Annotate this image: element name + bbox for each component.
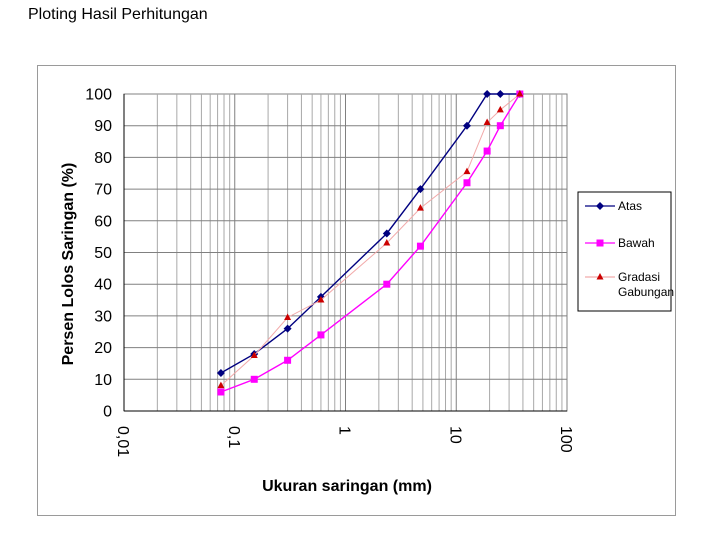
y-tick-label: 60 (94, 213, 112, 230)
x-tick-label: 0,01 (114, 426, 131, 457)
legend-label: Gradasi (618, 270, 660, 284)
grid-layer (123, 93, 568, 412)
y-tick-label: 70 (94, 182, 112, 199)
data-point (463, 167, 471, 175)
y-tick-label: 0 (103, 404, 112, 421)
series-layer (216, 90, 524, 396)
data-point (284, 313, 292, 320)
data-point (382, 229, 391, 238)
x-tick-label: 10 (446, 426, 463, 444)
x-tick-label: 0,1 (225, 426, 242, 448)
y-tick-label: 10 (94, 372, 112, 389)
data-point (463, 179, 471, 187)
data-point (416, 185, 425, 194)
legend-label: Bawah (618, 236, 655, 250)
series-line (220, 93, 521, 393)
data-point (383, 238, 391, 246)
data-point (250, 351, 258, 359)
data-point (462, 121, 471, 130)
x-tick-label: 100 (557, 426, 574, 453)
x-tick-label: 1 (336, 426, 353, 435)
data-point (217, 381, 225, 389)
legend-marker (596, 273, 604, 280)
series-atas (216, 90, 524, 377)
data-point (216, 368, 225, 377)
data-point (483, 147, 491, 155)
data-point (217, 388, 225, 396)
data-point (317, 331, 325, 339)
slide-title: Ploting Hasil Perhitungan (28, 6, 208, 23)
y-axis-title: Persen Lolos Saringan (%) (60, 163, 77, 366)
chart-svg: 0 10 20 30 40 50 60 70 80 90 100 0,01 0,1 1 10 100 Per… (60, 87, 674, 496)
y-tick-label: 30 (94, 308, 112, 325)
y-tick-label: 20 (94, 340, 112, 357)
legend-marker (596, 202, 604, 210)
data-point (496, 105, 504, 113)
x-tick-labels: 0,01 0,1 1 10 100 (114, 426, 574, 457)
legend-label: Gabungan (618, 285, 674, 299)
legend-label: Atas (618, 199, 642, 213)
data-point (483, 118, 491, 126)
data-point (383, 280, 391, 288)
series-line (220, 93, 520, 374)
data-point (483, 90, 492, 98)
data-point (250, 375, 258, 383)
y-tick-label: 40 (94, 277, 112, 294)
data-point (496, 90, 505, 98)
data-point (416, 242, 424, 250)
y-tick-labels: 0 10 20 30 40 50 60 70 80 90 100 (85, 87, 112, 421)
data-point (284, 356, 292, 364)
y-tick-label: 50 (94, 245, 112, 262)
y-tick-label: 100 (85, 87, 112, 104)
y-tick-label: 90 (94, 118, 112, 135)
legend-marker (596, 239, 604, 247)
x-axis-title: Ukuran saringan (mm) (262, 478, 432, 495)
data-point (317, 296, 325, 303)
data-point (516, 90, 524, 97)
y-tick-label: 80 (94, 150, 112, 167)
series-bawah (217, 90, 524, 396)
legend-box (577, 191, 672, 312)
data-point (416, 204, 424, 211)
data-point (496, 122, 504, 130)
data-point (283, 324, 292, 333)
series-gradasi-gabungan (217, 90, 524, 389)
series-line (220, 93, 521, 387)
chart-frame: 0 10 20 30 40 50 60 70 80 90 100 0,01 0,1 1 10 100 Per… (37, 65, 676, 516)
